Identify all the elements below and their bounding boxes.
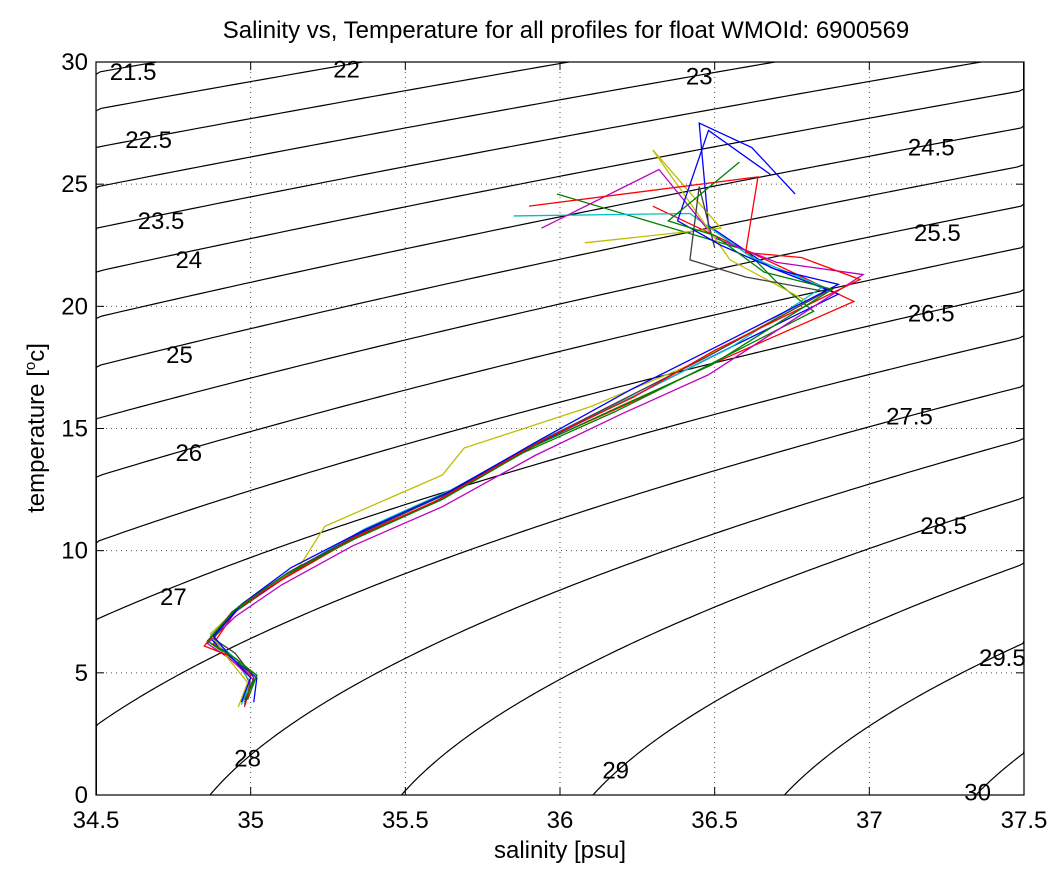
contour-label: 27 [160,584,187,611]
x-tick-label: 36 [547,807,574,834]
y-tick-label: 15 [61,416,88,443]
x-tick-label: 35 [237,807,264,834]
contour-label: 24 [175,247,202,274]
x-tick-label: 37 [856,807,883,834]
density-contour-line [96,62,1024,795]
density-contour-line [592,62,1024,795]
contour-label: 24.5 [908,135,955,162]
contour-label: 23.5 [138,208,185,235]
y-tick-label: 20 [61,293,88,320]
density-contour-line [96,62,363,795]
density-contour-line [96,62,776,795]
contour-label: 29.5 [979,645,1026,672]
density-contour-line [783,62,1024,795]
contour-label: 26 [175,440,202,467]
y-tick-label: 0 [75,782,88,809]
contour-label: 26.5 [908,301,955,328]
contour-label: 23 [686,64,713,91]
contour-label: 29 [602,758,629,785]
density-contour-line [96,62,1024,795]
contour-labels: 21.5 22 22.5 23 23.5 24 24.5 25 25.5 26 26.5 27 27.5… [110,56,1026,806]
profile-line [209,122,841,703]
y-tick-label: 25 [61,171,88,198]
density-contour-line [96,62,1024,795]
profile-line [206,168,865,703]
y-axis: 0 5 10 15 20 25 30 [61,49,1024,809]
density-contour-line [96,62,1024,795]
contour-label: 22 [333,56,360,83]
y-axis-title: temperature [oc] [22,343,50,513]
x-axis: 34.5 35 35.5 36 36.5 37 37.5 [73,62,1048,834]
x-tick-label: 35.5 [382,807,429,834]
contour-label: 21.5 [110,59,157,86]
x-axis-title: salinity [psu] [494,837,626,864]
density-contour-line [96,62,982,795]
density-contours [96,62,1024,795]
y-tick-label: 30 [61,49,88,76]
profile-series [203,122,865,708]
profile-line [209,149,809,708]
contour-label: 25 [166,342,193,369]
density-contour-line [96,62,1024,795]
chart-title: Salinity vs, Temperature for all profile… [223,17,910,44]
y-tick-label: 5 [75,660,88,687]
profile-line [203,176,862,700]
contour-label: 30 [964,780,991,807]
contour-label: 28.5 [920,513,967,540]
profile-line [206,161,834,701]
profile-line [212,129,841,703]
contour-label: 27.5 [886,403,933,430]
profile-line [209,212,825,705]
x-tick-label: 37.5 [1001,807,1048,834]
density-contour-line [401,62,1024,795]
contour-label: 28 [234,745,261,772]
x-tick-label: 36.5 [691,807,738,834]
y-tick-label: 10 [61,538,88,565]
contour-label: 25.5 [914,220,961,247]
density-contour-line [96,62,1024,795]
profile-line [212,186,828,705]
contour-label: 22.5 [125,127,172,154]
x-tick-label: 34.5 [73,807,120,834]
density-contour-line [209,62,1024,795]
density-contour-line [96,62,1024,795]
